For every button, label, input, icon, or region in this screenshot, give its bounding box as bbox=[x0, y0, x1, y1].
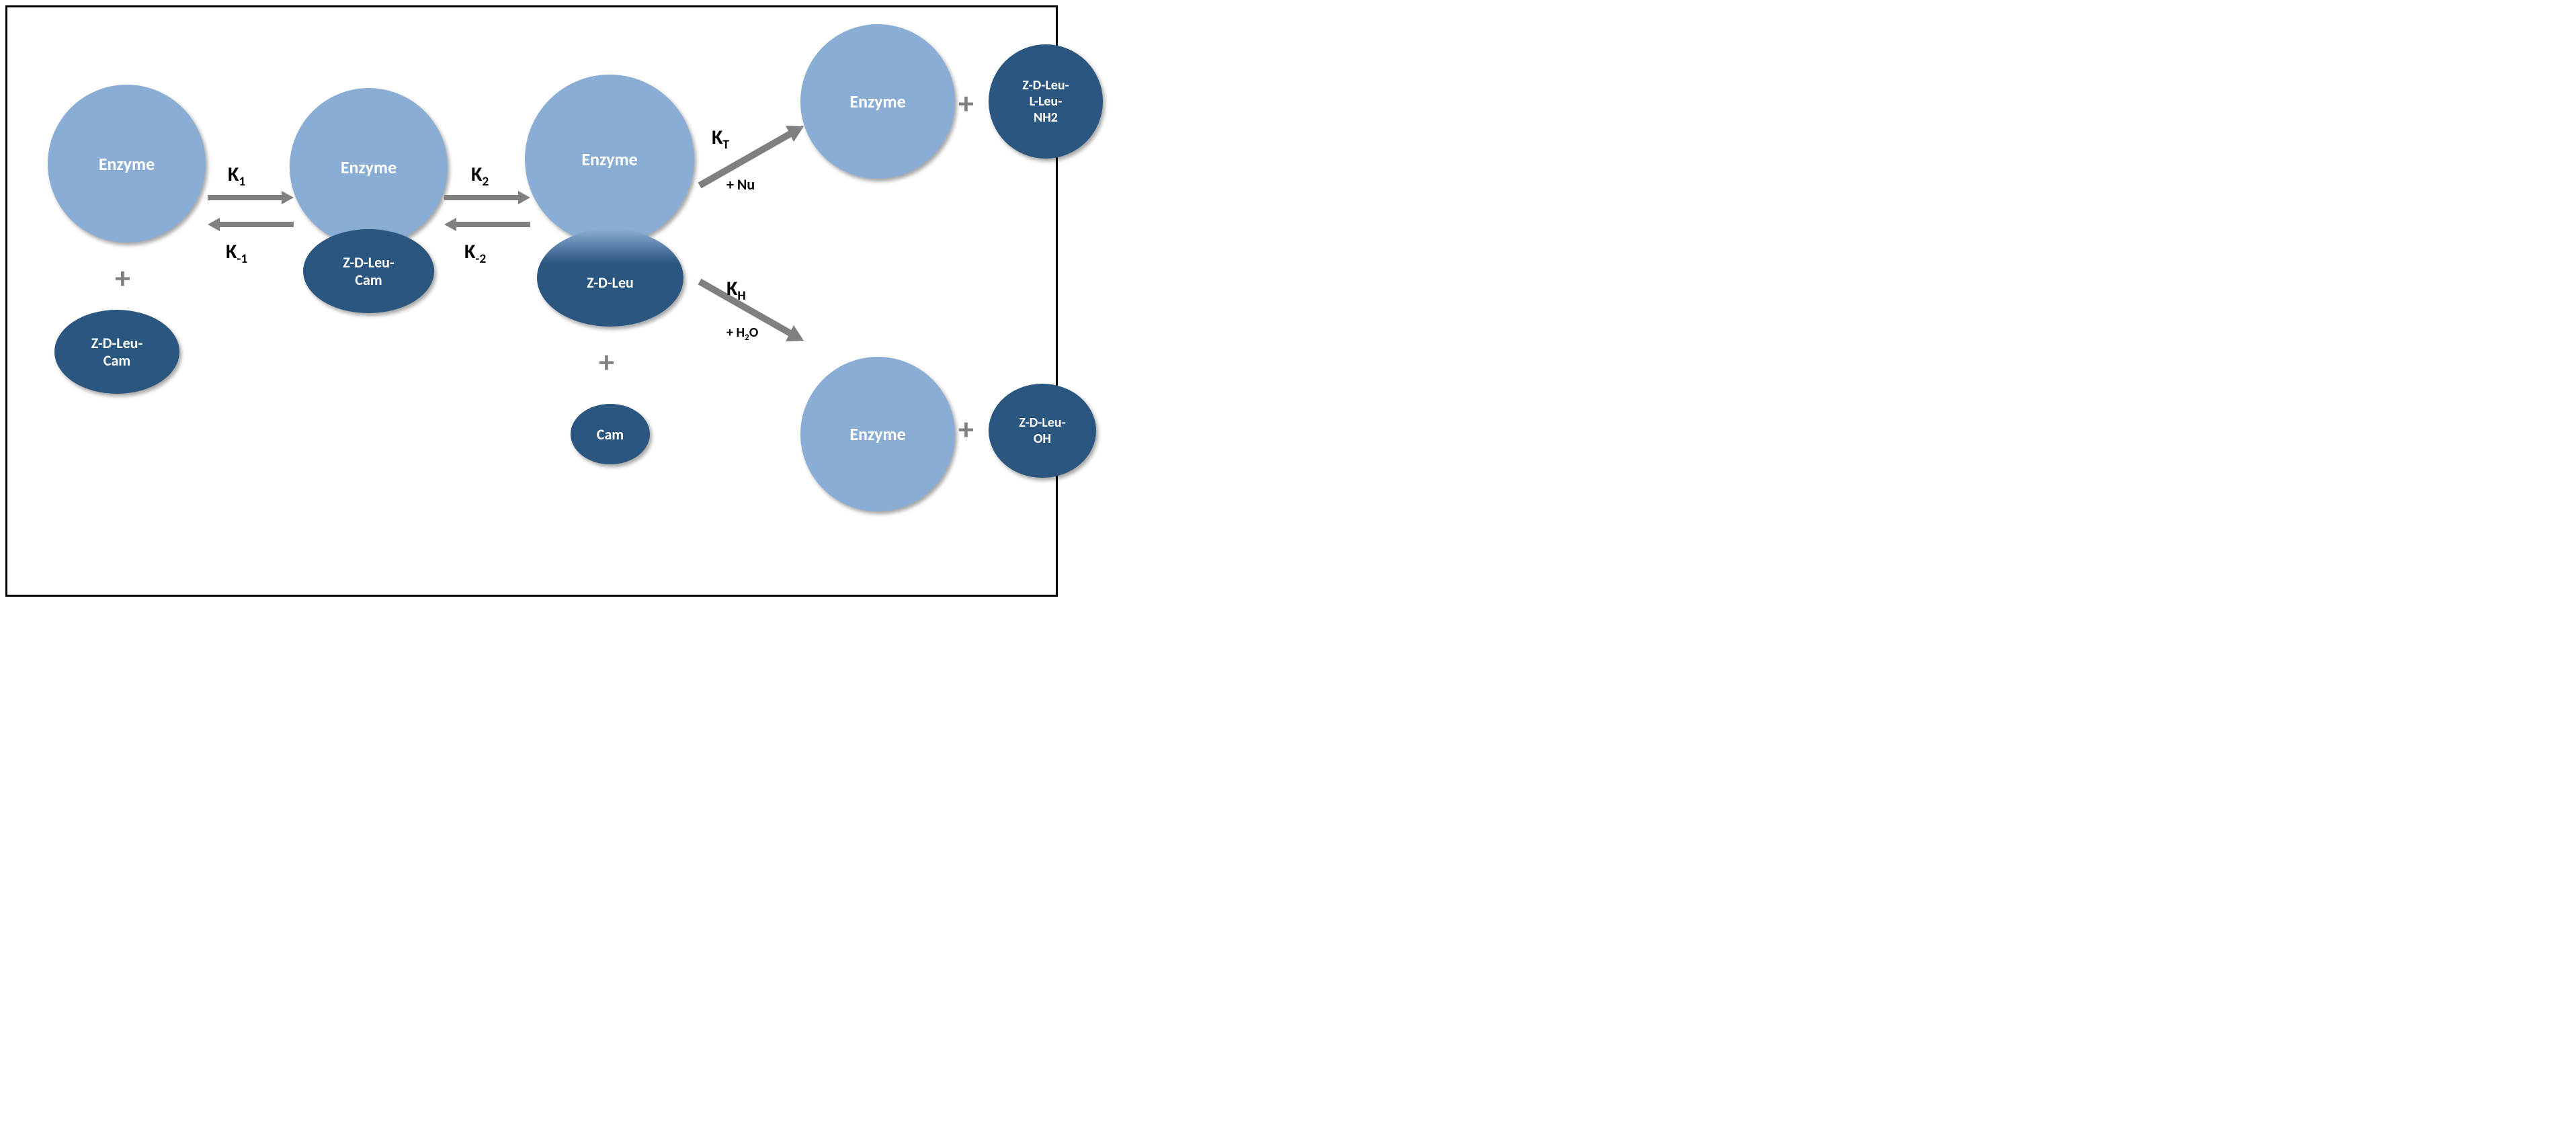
enzyme-node-4: Enzyme bbox=[800, 24, 955, 179]
enzyme-node-2: Enzyme bbox=[290, 88, 448, 246]
enzyme-node-1: Enzyme bbox=[48, 85, 206, 243]
enzyme-node-5: Enzyme bbox=[800, 357, 955, 511]
substrate-node-1: Z-D-Leu- Cam bbox=[54, 310, 179, 394]
rate-constant-k-1: K-1 bbox=[226, 239, 247, 267]
enzyme-node-2-label: Enzyme bbox=[341, 157, 397, 178]
diagram-frame: Enzyme + Z-D-Leu- Cam K1 K-1 Enzyme Z-D-… bbox=[5, 5, 1058, 597]
plus-3: + bbox=[958, 85, 974, 122]
rate-constant-k2: K2 bbox=[471, 162, 489, 190]
rate-constant-kt: KT bbox=[712, 125, 729, 153]
product-node-2-label: Z-D-Leu- OH bbox=[1019, 415, 1065, 447]
rate-constant-k1: K1 bbox=[228, 162, 245, 190]
rate-constant-k-2: K-2 bbox=[464, 239, 486, 267]
equilibrium-arrows-2 bbox=[444, 185, 525, 239]
enzyme-node-1-label: Enzyme bbox=[99, 153, 155, 175]
substrate-node-2: Z-D-Leu- Cam bbox=[303, 229, 434, 313]
equilibrium-arrows-1 bbox=[208, 185, 288, 239]
substrate-node-2-label: Z-D-Leu- Cam bbox=[343, 254, 394, 288]
cam-node: Cam bbox=[571, 404, 650, 464]
enzyme-node-3: Enzyme bbox=[525, 75, 694, 244]
enzyme-node-3-label: Enzyme bbox=[581, 149, 637, 170]
cam-node-label: Cam bbox=[597, 425, 624, 444]
enzyme-node-4-label: Enzyme bbox=[849, 91, 905, 112]
substrate-node-3-label: Z-D-Leu bbox=[587, 273, 634, 292]
plus-4: + bbox=[958, 411, 974, 448]
rate-constant-kh: KH bbox=[726, 276, 746, 304]
reactant-h2o: + H2O bbox=[726, 325, 758, 343]
reactant-nu: + Nu+ Nu bbox=[726, 175, 755, 194]
plus-2: + bbox=[599, 343, 614, 381]
enzyme-node-5-label: Enzyme bbox=[849, 423, 905, 445]
product-node-1-label: Z-D-Leu- L-Leu- NH2 bbox=[1022, 77, 1069, 126]
product-node-1: Z-D-Leu- L-Leu- NH2 bbox=[989, 44, 1103, 159]
plus-1: + bbox=[115, 259, 130, 297]
substrate-node-1-label: Z-D-Leu- Cam bbox=[91, 335, 142, 369]
substrate-node-3: Z-D-Leu bbox=[537, 229, 683, 327]
product-node-2: Z-D-Leu- OH bbox=[989, 384, 1096, 478]
